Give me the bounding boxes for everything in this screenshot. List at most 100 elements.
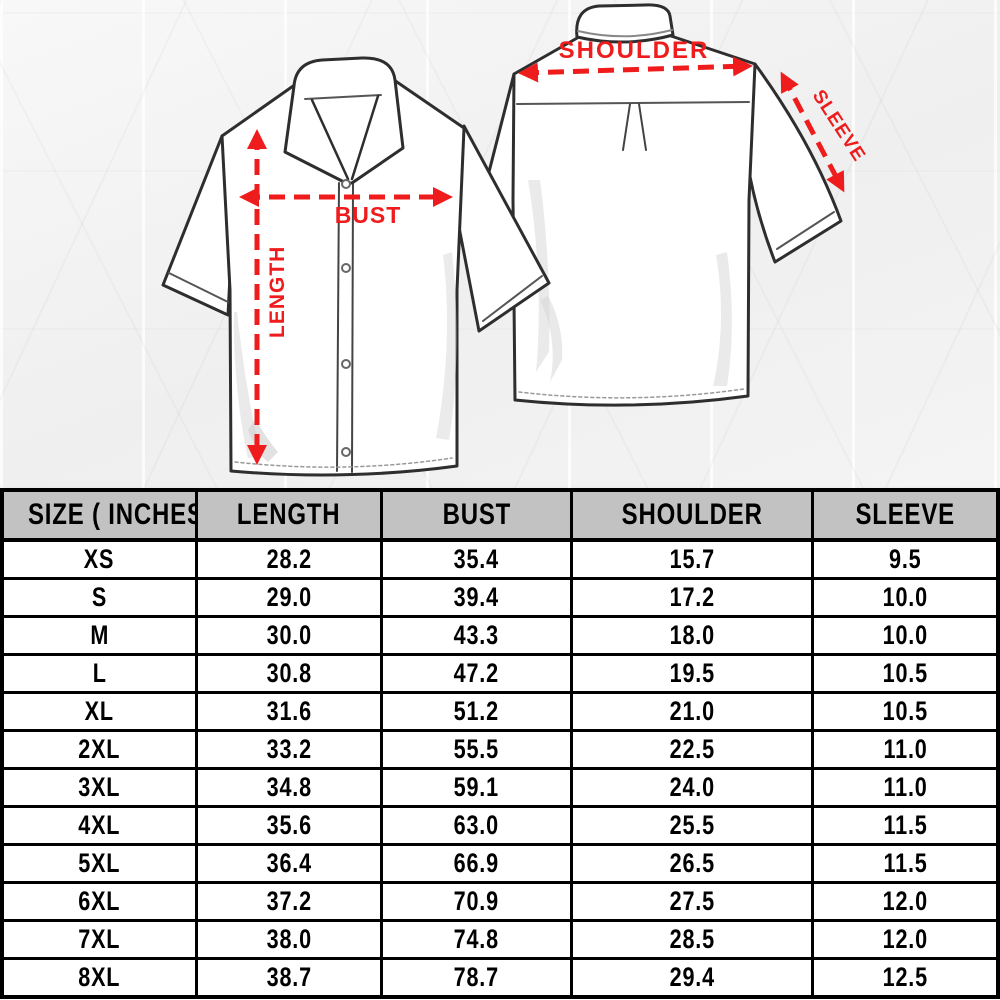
cell-shoulder: 18.0 xyxy=(570,615,815,656)
table-row: S 29.0 39.4 17.2 10.0 xyxy=(0,577,1000,618)
cell-length: 38.0 xyxy=(194,919,383,960)
table-row: L 30.8 47.2 19.5 10.5 xyxy=(0,653,1000,694)
cell-size: 2XL xyxy=(0,729,198,770)
cell-sleeve: 11.5 xyxy=(811,805,1000,846)
front-shadow-left xyxy=(233,312,263,458)
cell-shoulder: 15.7 xyxy=(570,538,815,580)
cell-bust: 74.8 xyxy=(379,919,574,960)
cell-sleeve: 9.5 xyxy=(811,538,1000,580)
back-right-cuff-line xyxy=(776,211,835,250)
cell-size: 7XL xyxy=(0,919,198,960)
shoulder-label: SHOULDER xyxy=(559,37,710,64)
sleeve-measure-arrow xyxy=(780,71,845,193)
front-collar-band-line xyxy=(304,94,382,100)
cell-bust: 70.9 xyxy=(379,881,574,922)
cell-length: 35.6 xyxy=(194,805,383,846)
table-row: 3XL 34.8 59.1 24.0 11.0 xyxy=(0,767,1000,808)
cell-length: 29.0 xyxy=(194,577,383,618)
shirt-measurement-diagram: BUST LENGTH SHOULDER SLEEVE xyxy=(161,3,870,477)
table-row: M 30.0 43.3 18.0 10.0 xyxy=(0,615,1000,656)
cell-sleeve: 10.0 xyxy=(811,577,1000,618)
cell-length: 36.4 xyxy=(194,843,383,884)
cell-size: 8XL xyxy=(0,957,198,999)
back-collar xyxy=(575,3,675,44)
bust-label: BUST xyxy=(335,202,402,228)
cell-size: L xyxy=(0,653,198,694)
table-header-row: SIZE ( INCHES ) LENGTH BUST SHOULDER SLE… xyxy=(0,488,1000,542)
shirt-diagram-section: BUST LENGTH SHOULDER SLEEVE xyxy=(0,0,1000,488)
cell-sleeve: 12.5 xyxy=(811,957,1000,999)
front-right-cuff-line xyxy=(482,275,543,322)
cell-sleeve: 11.0 xyxy=(811,729,1000,770)
cell-bust: 51.2 xyxy=(379,691,574,732)
cell-shoulder: 21.0 xyxy=(570,691,815,732)
button-dot xyxy=(341,447,351,457)
cell-length: 38.7 xyxy=(194,957,383,999)
cell-shoulder: 24.0 xyxy=(570,767,815,808)
table-row: 8XL 38.7 78.7 29.4 12.5 xyxy=(0,957,1000,999)
col-header-length: LENGTH xyxy=(194,488,383,542)
cell-bust: 59.1 xyxy=(379,767,574,808)
cell-bust: 43.3 xyxy=(379,615,574,656)
cell-size: XL xyxy=(0,691,198,732)
cell-length: 30.8 xyxy=(194,653,383,694)
back-shirt-drawing xyxy=(476,3,843,407)
size-table: SIZE ( INCHES ) LENGTH BUST SHOULDER SLE… xyxy=(0,488,1000,999)
back-body xyxy=(511,33,757,407)
length-label: LENGTH xyxy=(266,246,289,338)
table-row: 6XL 37.2 70.9 27.5 12.0 xyxy=(0,881,1000,922)
col-header-bust: BUST xyxy=(379,488,574,542)
cell-shoulder: 22.5 xyxy=(570,729,815,770)
table-row: 2XL 33.2 55.5 22.5 11.0 xyxy=(0,729,1000,770)
cell-bust: 39.4 xyxy=(379,577,574,618)
cell-length: 28.2 xyxy=(194,538,383,580)
cell-length: 34.8 xyxy=(194,767,383,808)
cell-size: M xyxy=(0,615,198,656)
back-shadow-right xyxy=(713,252,732,386)
button-dot xyxy=(341,263,351,273)
cell-bust: 78.7 xyxy=(379,957,574,999)
table-row: 7XL 38.0 74.8 28.5 12.0 xyxy=(0,919,1000,960)
front-shadow-right xyxy=(436,252,457,440)
back-collar-band-line xyxy=(577,29,673,38)
cell-bust: 35.4 xyxy=(379,538,574,580)
cell-sleeve: 12.0 xyxy=(811,881,1000,922)
table-row: XS 28.2 35.4 15.7 9.5 xyxy=(0,538,1000,580)
cell-size: 5XL xyxy=(0,843,198,884)
cell-sleeve: 10.5 xyxy=(811,691,1000,732)
cell-sleeve: 10.0 xyxy=(811,615,1000,656)
table-row: 5XL 36.4 66.9 26.5 11.5 xyxy=(0,843,1000,884)
cell-shoulder: 25.5 xyxy=(570,805,815,846)
cell-bust: 66.9 xyxy=(379,843,574,884)
measurement-annotations xyxy=(239,56,845,465)
cell-length: 30.0 xyxy=(194,615,383,656)
front-collar xyxy=(283,56,405,185)
back-yoke-seam xyxy=(516,101,750,105)
sleeve-label: SLEEVE xyxy=(808,86,870,165)
cell-sleeve: 10.5 xyxy=(811,653,1000,694)
cell-shoulder: 17.2 xyxy=(570,577,815,618)
cell-size: S xyxy=(0,577,198,618)
cell-size: 6XL xyxy=(0,881,198,922)
shoulder-measure-arrow xyxy=(518,56,753,83)
col-header-size: SIZE ( INCHES ) xyxy=(0,488,198,542)
cell-sleeve: 12.0 xyxy=(811,919,1000,960)
table-row: 4XL 35.6 63.0 25.5 11.5 xyxy=(0,805,1000,846)
front-left-cuff-line xyxy=(168,272,231,304)
cell-size: 3XL xyxy=(0,767,198,808)
button-dot xyxy=(341,359,351,369)
cell-shoulder: 29.4 xyxy=(570,957,815,999)
back-shadow-leaf xyxy=(540,296,563,382)
front-collar-v-opening xyxy=(310,94,380,181)
button-dot xyxy=(341,179,351,189)
cell-shoulder: 19.5 xyxy=(570,653,815,694)
cell-size: XS xyxy=(0,538,198,580)
back-pleat xyxy=(622,103,647,151)
cell-shoulder: 26.5 xyxy=(570,843,815,884)
col-header-sleeve: SLEEVE xyxy=(811,488,1000,542)
front-shirt-drawing xyxy=(161,56,551,477)
front-placket xyxy=(336,182,354,473)
cell-sleeve: 11.0 xyxy=(811,767,1000,808)
cell-length: 37.2 xyxy=(194,881,383,922)
